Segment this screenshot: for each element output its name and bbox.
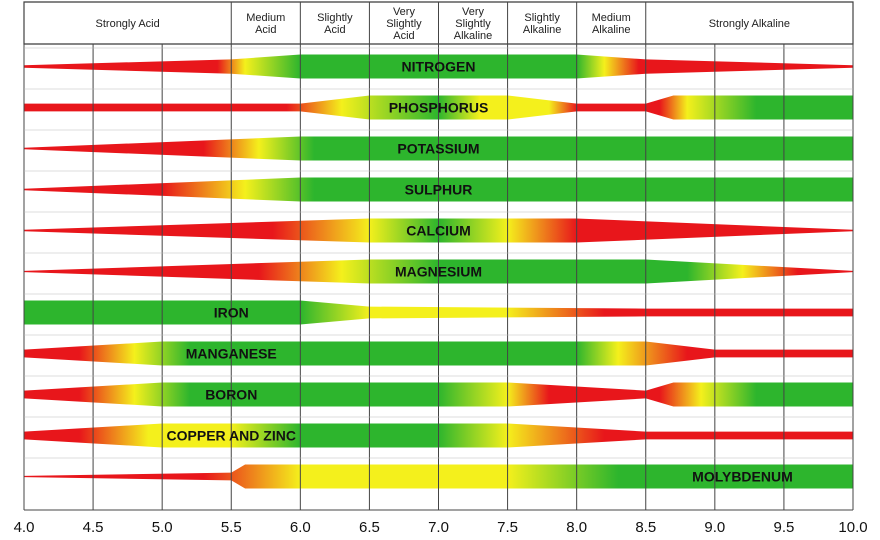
zone-label-2: Slightly Acid [317, 12, 353, 36]
nutrient-label: CALCIUM [406, 223, 471, 239]
nutrient-label: COPPER AND ZINC [167, 428, 296, 444]
nutrient-label: MOLYBDENUM [692, 469, 793, 485]
grid-lines [23, 2, 854, 511]
x-tick-label: 5.5 [221, 519, 242, 536]
x-tick-label: 8.5 [635, 519, 656, 536]
x-tick-label: 9.5 [773, 519, 794, 536]
x-tick-label: 9.0 [704, 519, 725, 536]
zone-label-6: Medium Alkaline [592, 12, 631, 36]
nutrient-labels: NITROGEN PHOSPHORUS POTASSIUM SULPHUR CALCIU… [167, 59, 793, 485]
nutrient-label: MAGNESIUM [395, 264, 482, 280]
x-tick-label: 6.0 [290, 519, 311, 536]
x-tick-label: 7.0 [428, 519, 449, 536]
zone-label-7: Strongly Alkaline [709, 18, 790, 30]
nutrient-label: PHOSPHORUS [389, 100, 489, 116]
nutrient-label: NITROGEN [402, 59, 476, 75]
zone-label-4: Very Slightly Alkaline [454, 6, 493, 42]
zone-label-0: Strongly Acid [96, 18, 160, 30]
nutrient-label: MANGANESE [186, 346, 277, 362]
nutrient-label: SULPHUR [405, 182, 473, 198]
x-tick-label: 5.0 [152, 519, 173, 536]
x-tick-label: 4.5 [83, 519, 104, 536]
zone-label-1: Medium Acid [246, 12, 285, 36]
zone-label-3: Very Slightly Acid [386, 6, 422, 42]
x-tick-label: 10.0 [838, 519, 867, 536]
nutrient-label: BORON [205, 387, 257, 403]
zone-label-5: Slightly Alkaline [523, 12, 562, 36]
x-tick-label: 6.5 [359, 519, 380, 536]
x-tick-label: 8.0 [566, 519, 587, 536]
x-axis-ticks: 4.0 4.5 5.0 5.5 6.0 6.5 7.0 7.5 8.0 8.5 9.0 9.5 10.0 [14, 519, 868, 536]
nutrient-label: POTASSIUM [397, 141, 479, 157]
x-tick-label: 4.0 [14, 519, 35, 536]
nutrient-label: IRON [214, 305, 249, 321]
x-tick-label: 7.5 [497, 519, 518, 536]
